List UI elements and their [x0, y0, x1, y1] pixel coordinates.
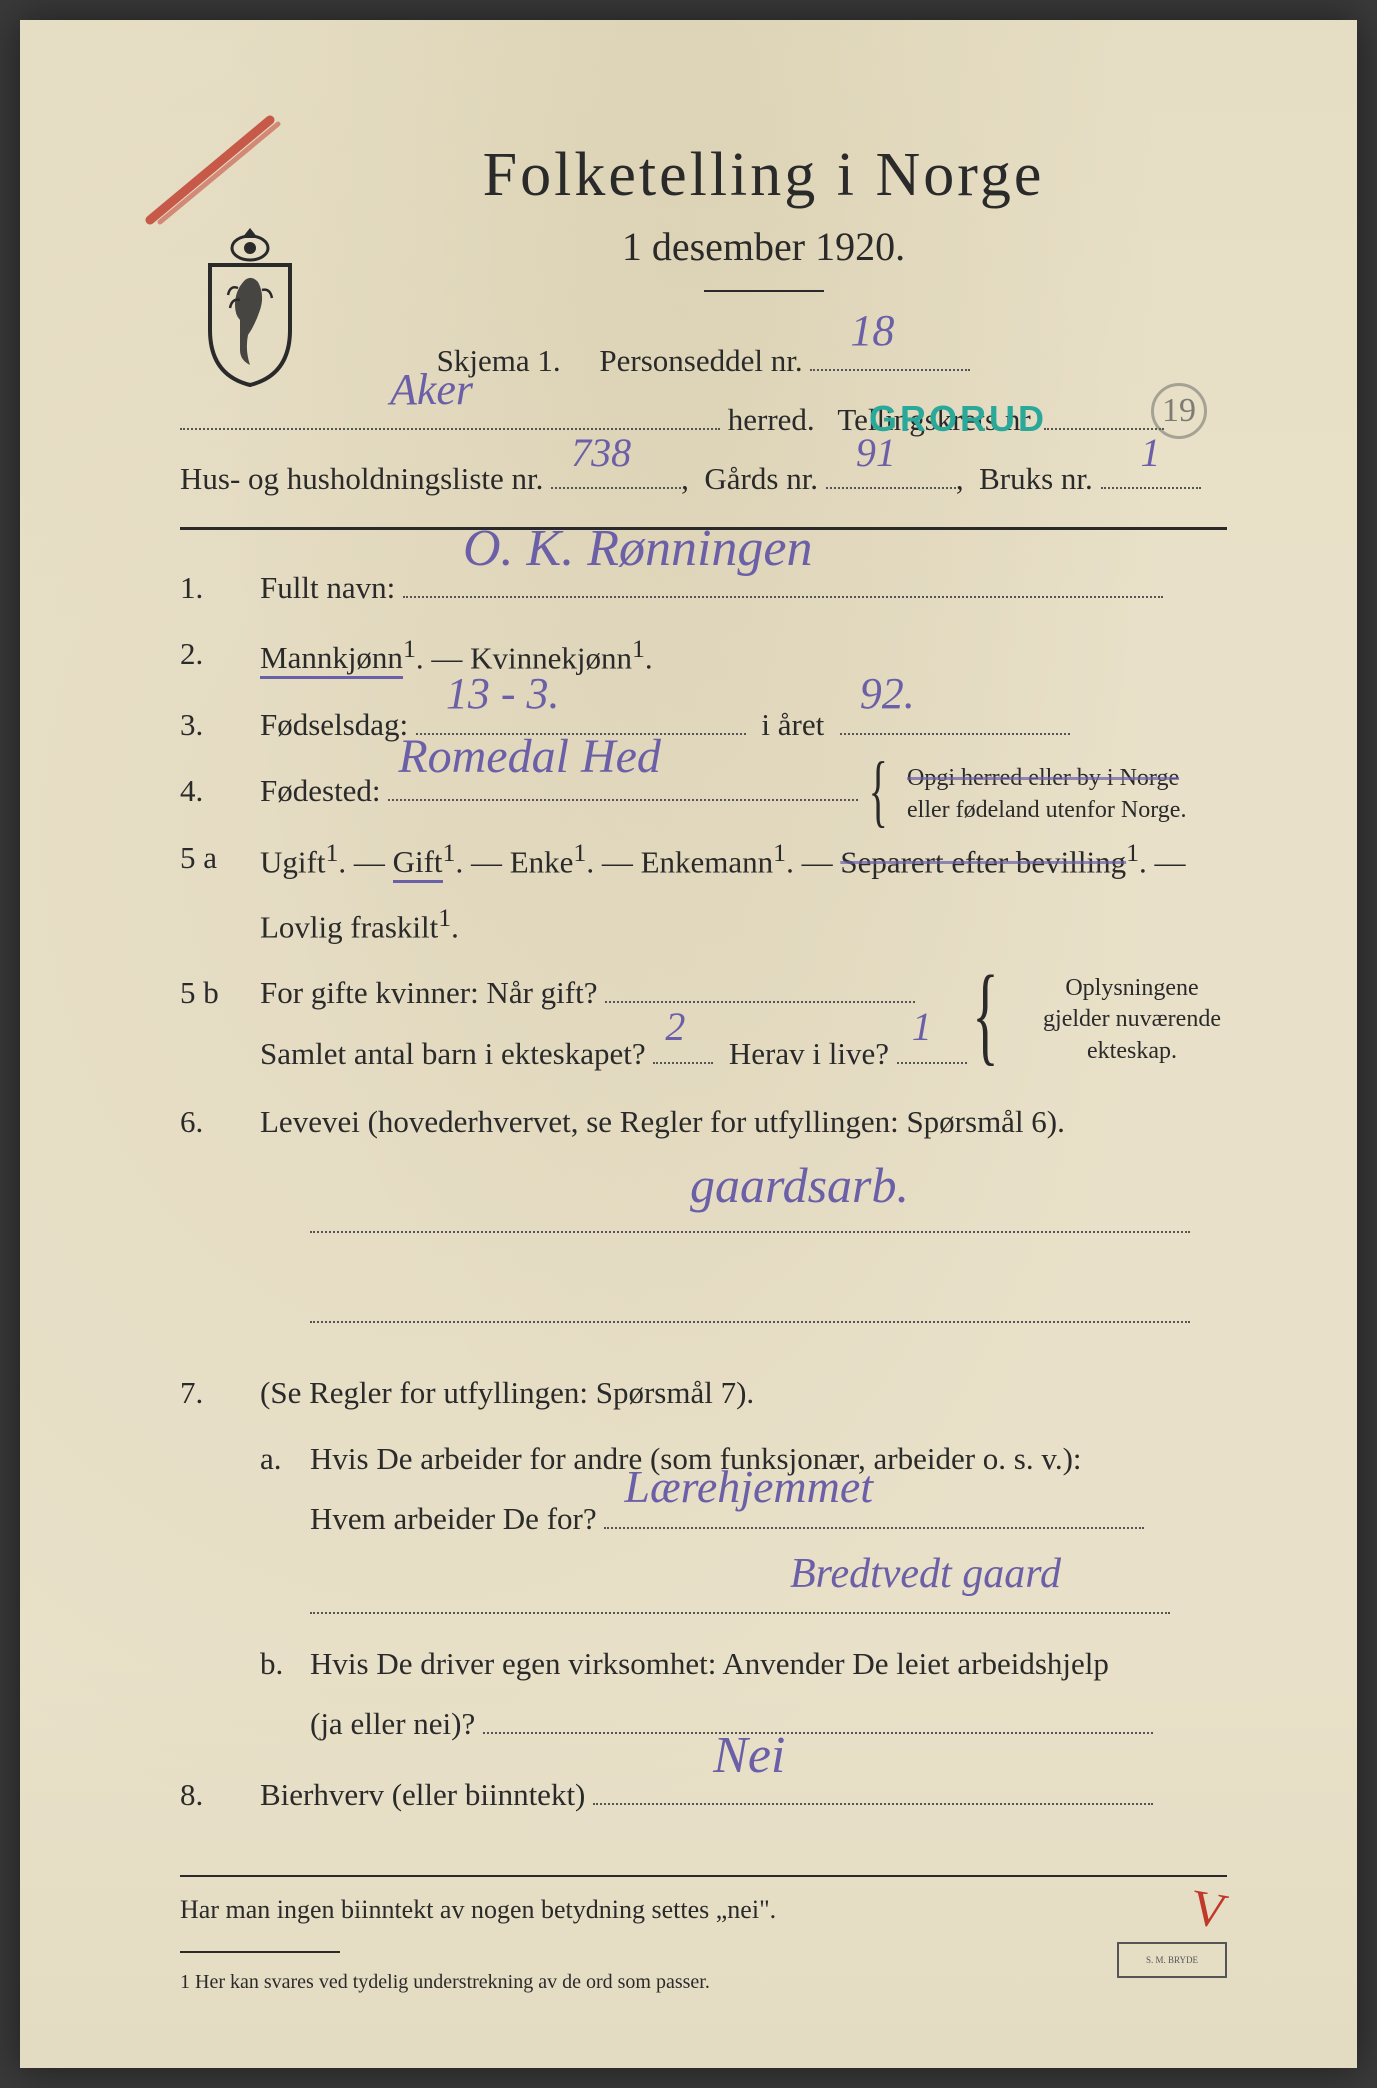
q5b-num: 5 b — [180, 963, 250, 1023]
q4-note: Opgi herred eller by i Norge eller fødel… — [907, 763, 1237, 825]
form-header: Folketelling i Norge 1 desember 1920. — [300, 140, 1227, 292]
q7-num: 7. — [180, 1363, 250, 1423]
q4-label: Fødested: — [260, 773, 381, 808]
meta-line-skjema: Skjema 1. Personseddel nr. 18 — [180, 332, 1227, 391]
q4-num: 4. — [180, 761, 250, 821]
q4-value: Romedal Hed — [398, 710, 661, 804]
q7-label: (Se Regler for utfyllingen: Spørsmål 7). — [260, 1375, 754, 1410]
meta-block: Skjema 1. Personseddel nr. 18 Aker herre… — [180, 332, 1227, 509]
q5a-num: 5 a — [180, 828, 250, 888]
footnote-rule-2 — [180, 1951, 340, 1953]
q7a-l2: Hvem arbeider De for? — [310, 1501, 597, 1536]
q1-num: 1. — [180, 558, 250, 618]
q6-label: Levevei (hovederhvervet, se Regler for u… — [260, 1104, 1065, 1139]
bruks-nr-value: 1 — [1141, 415, 1161, 491]
herred-label: herred. — [728, 402, 815, 437]
question-6: 6. Levevei (hovederhvervet, se Regler fo… — [180, 1092, 1227, 1322]
footnote-main: Har man ingen biinntekt av nogen betydni… — [180, 1895, 1227, 1925]
hus-nr-value: 738 — [571, 415, 631, 491]
footnote-small: 1 Her kan svares ved tydelig understrekn… — [180, 1971, 1227, 1994]
personseddel-nr-value: 18 — [850, 289, 894, 373]
q6-value: gaardsarb. — [690, 1137, 909, 1235]
herred-value: Aker — [390, 348, 473, 432]
q2-num: 2. — [180, 624, 250, 684]
q8-value: Nei — [713, 1705, 785, 1806]
q5a-enke: Enke — [510, 844, 574, 879]
question-3: 3. Fødselsdag: 13 - 3. i året 92. — [180, 695, 1227, 755]
tellingskrets-nr-value: 19 — [1162, 379, 1196, 444]
q7b-l2: (ja eller nei)? — [310, 1706, 475, 1741]
question-1: 1. Fullt navn: O. K. Rønningen — [180, 558, 1227, 618]
q6-num: 6. — [180, 1092, 250, 1152]
q7b-letter: b. — [260, 1634, 283, 1694]
form-title: Folketelling i Norge — [300, 140, 1227, 211]
q7b-l1: Hvis De driver egen virksomhet: Anvender… — [310, 1646, 1109, 1681]
hus-label: Hus- og husholdningsliste nr. — [180, 461, 543, 496]
q3-label: Fødselsdag: — [260, 707, 408, 742]
q5a-enkemann: Enkemann — [641, 844, 774, 879]
q5b-barn-value: 2 — [665, 988, 685, 1066]
q1-value: O. K. Rønningen — [463, 498, 813, 599]
q8-num: 8. — [180, 1765, 250, 1825]
q5b-l1: For gifte kvinner: Når gift? — [260, 975, 597, 1010]
form-subtitle: 1 desember 1920. — [300, 223, 1227, 270]
question-2: 2. Mannkjønn1. — Kvinnekjønn1. — [180, 624, 1227, 689]
q5b-l2a: Samlet antal barn i ekteskapet? — [260, 1036, 646, 1071]
q2-mann-selected: Mannkjønn — [260, 640, 403, 679]
question-7a: a. Hvis De arbeider for andre (som funks… — [180, 1429, 1227, 1614]
q5a-gift-selected: Gift — [393, 844, 443, 883]
q5a-separert: Separert efter bevilling — [840, 844, 1126, 879]
personseddel-label: Personseddel nr. — [599, 343, 802, 378]
gaards-label: Gårds nr. — [704, 461, 818, 496]
gaards-nr-value: 91 — [856, 415, 896, 491]
question-7: 7. (Se Regler for utfyllingen: Spørsmål … — [180, 1363, 1227, 1423]
printer-mark: S. M. BRYDE — [1117, 1942, 1227, 1978]
question-8: 8. Bierhverv (eller biinntekt) Nei — [180, 1765, 1227, 1825]
q8-label: Bierhverv (eller biinntekt) — [260, 1777, 585, 1812]
q7a-value1: Lærehjemmet — [624, 1442, 873, 1532]
header-rule — [704, 290, 824, 292]
q5b-live-value: 1 — [912, 988, 932, 1066]
question-5b: 5 b For gifte kvinner: Når gift? Samlet … — [180, 963, 1227, 1084]
q7a-value2: Bredtvedt gaard — [790, 1534, 1061, 1616]
footnote-rule-1 — [180, 1875, 1227, 1877]
q1-label: Fullt navn: — [260, 570, 395, 605]
red-corner-mark: V — [1186, 1877, 1232, 1940]
q7a-letter: a. — [260, 1429, 282, 1489]
meta-line-herred: Aker herred. Tellingskrets nr. GRORUD 19 — [180, 391, 1227, 450]
question-4: 4. Fødested: Romedal Hed { Opgi herred e… — [180, 761, 1227, 821]
q5b-note: Oplysningene gjelder nuværende ekteskap. — [1027, 973, 1237, 1067]
q5a-lovlig: Lovlig fraskilt — [260, 909, 438, 944]
q3-year-value: 92. — [860, 651, 915, 737]
bruks-label: Bruks nr. — [979, 461, 1093, 496]
q3-mid: i året — [761, 707, 824, 742]
q3-num: 3. — [180, 695, 250, 755]
census-form-page: Folketelling i Norge 1 desember 1920. Sk… — [20, 20, 1357, 2068]
q5a-ugift: Ugift — [260, 844, 325, 879]
red-pencil-slash — [130, 100, 310, 240]
question-5a: 5 a Ugift1. — Gift1. — Enke1. — Enkemann… — [180, 828, 1227, 958]
question-7b: b. Hvis De driver egen virksomhet: Anven… — [180, 1634, 1227, 1755]
q5b-l2b: Herav i live? — [729, 1036, 889, 1071]
